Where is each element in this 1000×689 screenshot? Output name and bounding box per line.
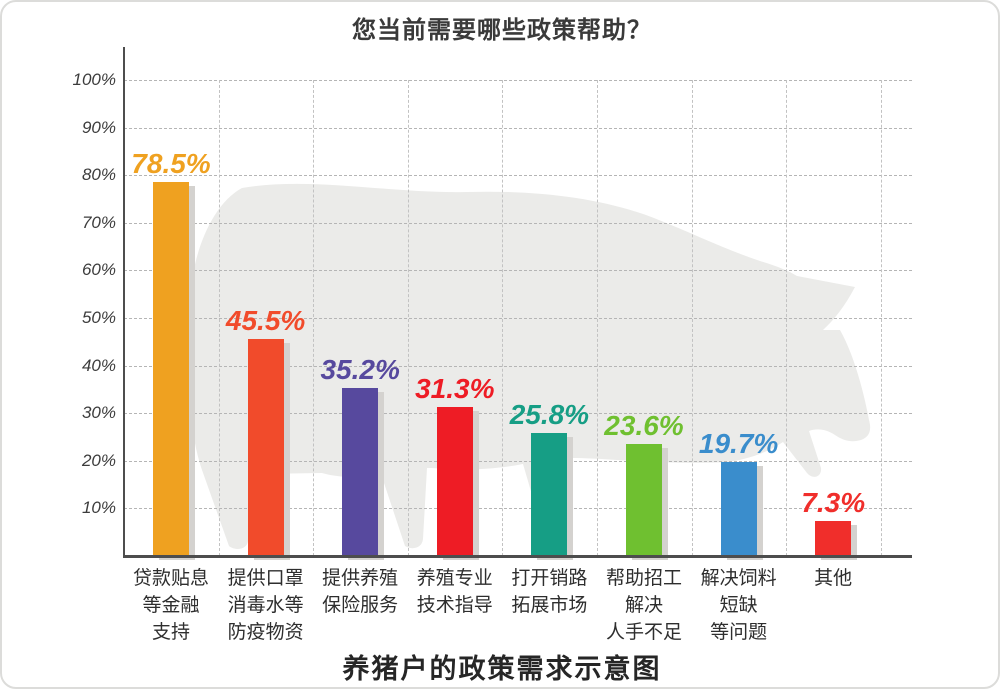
y-tick-label: 50%: [81, 308, 116, 327]
x-axis-line: [123, 555, 912, 558]
category-label: 贷款贴息 等金融 支持: [106, 565, 236, 646]
bar-value-label: 35.2%: [320, 354, 400, 386]
bar-8: [815, 521, 852, 556]
grid-hline: [124, 270, 912, 272]
category-label: 解决饲料 短缺 等问题: [674, 565, 804, 646]
bar-value-label: 23.6%: [604, 409, 684, 441]
bar-7: [720, 462, 757, 556]
category-label: 提供养殖 保险服务: [295, 565, 425, 619]
category-label-line: 保险服务: [322, 595, 399, 616]
category-label-line: 解决: [624, 595, 663, 616]
category-label-line: 其他: [814, 568, 853, 589]
bar-value-label: 78.5%: [131, 148, 211, 180]
y-tick-label: 70%: [81, 212, 116, 232]
y-tick-label: 30%: [81, 403, 116, 423]
category-label: 养殖专业 技术指导: [390, 565, 520, 619]
grid-vline: [691, 80, 693, 556]
y-tick-label: 20%: [81, 450, 116, 470]
category-label-line: 短缺: [719, 595, 758, 616]
category-label-line: 等金融: [142, 595, 200, 616]
grid-vline: [502, 80, 504, 556]
bar-2: [247, 339, 284, 556]
grid-vline: [407, 80, 409, 556]
category-label-line: 解决饲料: [700, 568, 777, 589]
bar-value-label: 25.8%: [509, 399, 590, 431]
category-label-line: 提供口罩: [227, 568, 304, 589]
category-label-line: 技术指导: [416, 595, 493, 616]
category-label-line: 打开销路: [511, 568, 588, 589]
y-tick-label: 90%: [81, 117, 116, 137]
category-label-line: 人手不足: [605, 622, 682, 643]
category-label-line: 支持: [151, 622, 190, 643]
y-tick-label: 40%: [81, 355, 116, 375]
bar-value-label: 19.7%: [698, 428, 779, 460]
category-label-line: 帮助招工: [605, 568, 682, 589]
category-label: 提供口罩消毒水等防疫物资: [201, 565, 331, 646]
grid-hline: [124, 175, 912, 177]
grid-vline: [786, 80, 788, 556]
grid-hline: [124, 365, 912, 367]
bar-value-label: 45.5%: [225, 305, 306, 337]
category-label: 帮助招工解决人手不足: [579, 565, 709, 646]
y-axis-line: [123, 47, 125, 558]
category-label-line: 等问题: [710, 622, 768, 643]
chart-title: 您当前需要哪些政策帮助？: [352, 17, 652, 44]
bar-5: [531, 433, 568, 556]
grid-hline: [124, 413, 912, 415]
grid-vline: [596, 80, 598, 556]
category-label-line: 养殖专业: [416, 568, 493, 589]
bar-1: [153, 182, 189, 556]
y-tick-label: 100%: [72, 70, 116, 89]
category-label-line: 拓展市场: [511, 595, 588, 616]
bar-value-label: 7.3%: [801, 487, 866, 519]
y-tick-label: 60%: [81, 260, 116, 280]
grid-hline: [124, 127, 912, 129]
grid-hline: [124, 80, 912, 81]
grid-hline: [124, 460, 912, 462]
grid-hline: [124, 508, 912, 510]
category-label-line: 消毒水等: [227, 595, 304, 616]
grid-vline: [313, 80, 315, 556]
grid-hline: [124, 318, 912, 319]
bar-3: [342, 388, 379, 556]
y-tick-label: 10%: [81, 498, 116, 518]
category-label-line: 提供养殖: [322, 568, 399, 589]
category-label-line: 贷款贴息: [132, 568, 209, 589]
bar-value-label: 31.3%: [415, 373, 495, 404]
chart-caption: 养猪户的政策需求示意图: [342, 654, 662, 684]
grid-hline: [124, 222, 912, 224]
bar-6: [626, 443, 662, 556]
category-label: 打开销路 拓展市场: [484, 565, 614, 619]
y-tick-label: 80%: [81, 165, 116, 185]
grid-vline: [880, 80, 882, 556]
category-label-line: 防疫物资: [227, 622, 304, 643]
bar-4: [436, 407, 473, 556]
category-label: 其他: [768, 565, 898, 592]
grid-vline: [218, 80, 220, 556]
